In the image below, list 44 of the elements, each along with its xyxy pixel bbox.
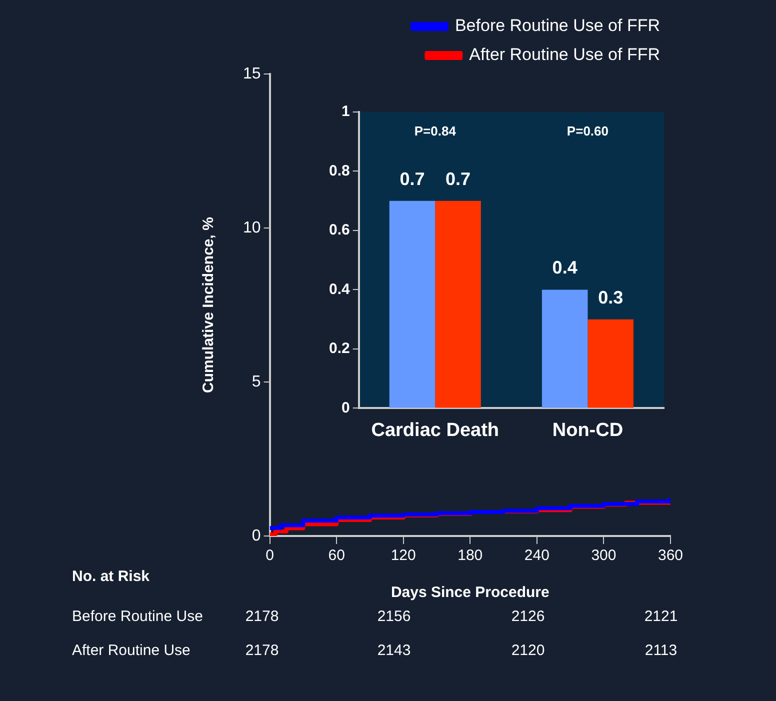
x-tick-label: 300 xyxy=(591,547,616,564)
text: 2121 xyxy=(643,608,679,625)
bar xyxy=(542,290,588,408)
y-tick-label: 0 xyxy=(252,527,261,544)
y-axis-title: Cumulative Incidence, % xyxy=(200,217,218,393)
y-tick-label: 0.6 xyxy=(328,222,350,239)
bar xyxy=(435,200,481,408)
y-tick-label: 0 xyxy=(342,399,350,416)
x-tick-label: Non-CD xyxy=(552,420,624,441)
x-tick-label: 180 xyxy=(458,547,483,564)
data-label: 0.7 xyxy=(446,168,471,189)
text: 2126 xyxy=(510,608,546,625)
text: After Routine Use xyxy=(72,642,190,659)
y-tick-label: 0.2 xyxy=(328,340,350,358)
bar xyxy=(588,319,634,408)
x-tick-label: Cardiac Death xyxy=(371,420,500,441)
y-tick-label: 0.4 xyxy=(328,280,350,298)
x-axis-title: Days Since Procedure xyxy=(390,584,550,602)
y-tick-label: 0.8 xyxy=(328,162,350,180)
text: 2178 xyxy=(244,608,280,625)
x-tick-label: 360 xyxy=(658,547,683,564)
text: Before Routine Use xyxy=(72,608,203,625)
text: No. at Risk xyxy=(72,568,150,585)
x-tick-label: 240 xyxy=(524,547,550,564)
bar xyxy=(389,200,436,408)
text: 2156 xyxy=(376,608,412,625)
x-tick-label: 0 xyxy=(266,547,274,564)
legend-label: Before Routine Use of FFR xyxy=(454,16,660,36)
y-tick-label: 15 xyxy=(243,65,261,82)
annotation: P=0.84 xyxy=(414,124,457,139)
data-label: 0.4 xyxy=(552,258,578,278)
text: 2178 xyxy=(244,642,280,659)
y-tick-label: 5 xyxy=(252,373,261,390)
text: 2143 xyxy=(376,642,412,659)
text: 2120 xyxy=(510,642,546,659)
y-tick-label: 1 xyxy=(342,103,350,120)
y-tick-label: 10 xyxy=(243,219,261,236)
data-label: 0.3 xyxy=(598,287,624,308)
data-label: 0.7 xyxy=(400,168,425,189)
annotation: P=0.60 xyxy=(566,124,608,139)
legend-label: After Routine Use of FFR xyxy=(469,45,660,64)
x-tick-label: 120 xyxy=(390,547,416,564)
text: 2113 xyxy=(644,642,678,659)
x-tick-label: 60 xyxy=(328,547,345,564)
